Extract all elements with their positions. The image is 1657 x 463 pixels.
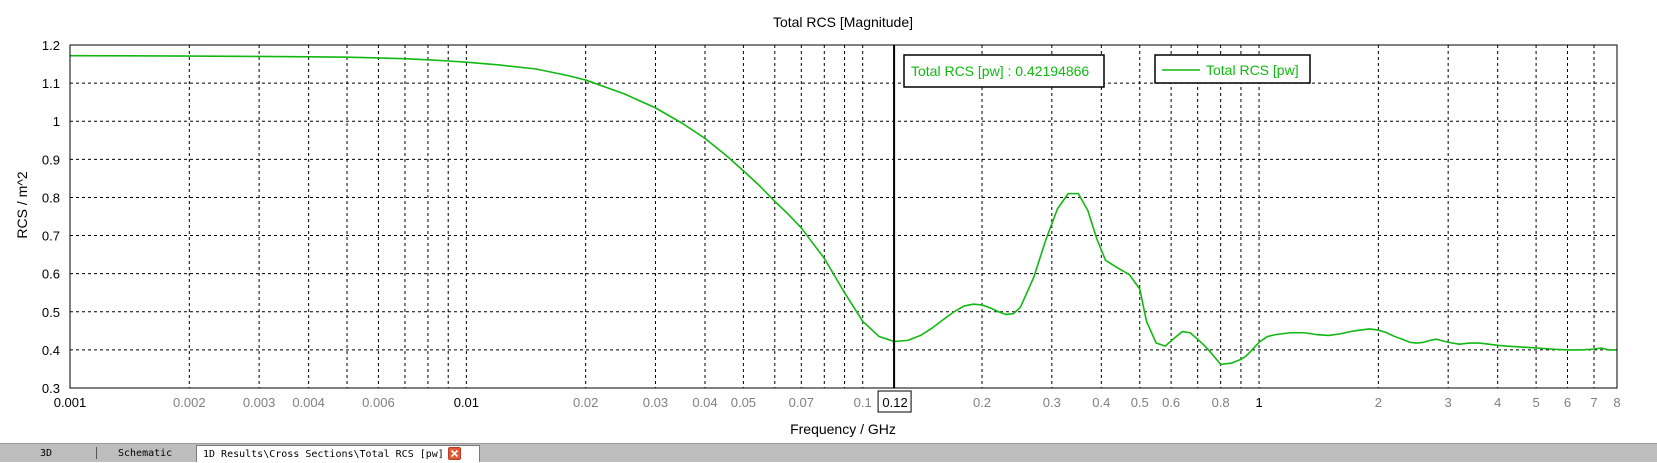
- curve-layer: [69, 54, 1617, 366]
- marker-layer[interactable]: 0.12 Total RCS [pw] : 0.42194866: [877, 45, 1105, 413]
- y-tick-label: 0.9: [42, 152, 60, 167]
- x-tick-label-minor: 0.002: [173, 395, 206, 410]
- x-tick-label-minor: 4: [1494, 395, 1501, 410]
- x-tick-label-minor: 0.003: [243, 395, 276, 410]
- x-tick-label-minor: 0.8: [1212, 395, 1230, 410]
- tab-total-rcs-label: 1D Results\Cross Sections\Total RCS [pw]: [203, 449, 444, 460]
- x-tick-label-minor: 7: [1590, 395, 1597, 410]
- x-tick-label-minor: 0.03: [643, 395, 668, 410]
- y-tick-label: 0.3: [42, 381, 60, 396]
- x-tick-label-major: 0.001: [54, 395, 87, 410]
- x-tick-label-minor: 0.3: [1043, 395, 1061, 410]
- plot-window[interactable]: Total RCS [Magnitude] 0.3 0.4 0.5 0.6 0.7 0.8…: [0, 0, 1657, 443]
- y-tick-label: 0.4: [42, 343, 60, 358]
- x-tick-label-minor: 5: [1532, 395, 1539, 410]
- rcs-chart[interactable]: Total RCS [Magnitude] 0.3 0.4 0.5 0.6 0.7 0.8…: [0, 0, 1657, 443]
- x-tick-label-major: 0.01: [454, 395, 479, 410]
- marker-x-box: [877, 390, 912, 413]
- x-tick-label-minor: 0.004: [292, 395, 325, 410]
- x-tick-label-major: 1: [1255, 395, 1262, 410]
- x-tick-label-minor: 0.2: [973, 395, 991, 410]
- y-axis-title: RCS / m^2: [14, 171, 30, 238]
- x-tick-label-minor: 0.006: [362, 395, 395, 410]
- marker-readout-box: [903, 54, 1105, 88]
- grid: [70, 45, 1617, 388]
- y-tick-label: 1: [53, 114, 60, 129]
- legend-box: [1154, 54, 1311, 84]
- x-tick-label-minor: 6: [1564, 395, 1571, 410]
- close-icon[interactable]: [447, 446, 461, 460]
- tab-schematic[interactable]: Schematic: [112, 445, 178, 462]
- x-tick-label-minor: 2: [1375, 395, 1382, 410]
- x-tick-label-minor: 0.4: [1092, 395, 1110, 410]
- legend[interactable]: Total RCS [pw]: [1154, 54, 1311, 84]
- x-tick-label-minor: 0.07: [789, 395, 814, 410]
- x-tick-label-minor: 0.05: [731, 395, 756, 410]
- series-line-total-rcs: [69, 54, 1617, 366]
- x-tick-label-minor: 0.02: [573, 395, 598, 410]
- x-tick-label-minor: 0.1: [854, 395, 872, 410]
- plot-area: [70, 45, 1617, 388]
- marker-readout: Total RCS [pw] : 0.42194866: [911, 63, 1089, 79]
- y-tick-label: 1.2: [42, 38, 60, 53]
- axes: 0.3 0.4 0.5 0.6 0.7 0.8 0.9 1 1.1 1.2 0.001 0.01 1 0.…: [42, 38, 1621, 410]
- legend-series-label: Total RCS [pw]: [1206, 62, 1299, 78]
- plot-frame: [69, 44, 1618, 389]
- tab-3d-label: 3D: [40, 448, 53, 459]
- tab-3d[interactable]: 3D: [34, 445, 58, 462]
- y-tick-label: 0.8: [42, 190, 60, 205]
- x-tick-label-minor: 0.5: [1131, 395, 1149, 410]
- y-tick-label: 0.7: [42, 229, 60, 244]
- tab-separator: [96, 447, 97, 459]
- x-tick-label-minor: 0.04: [692, 395, 717, 410]
- tab-total-rcs[interactable]: 1D Results\Cross Sections\Total RCS [pw]: [196, 445, 480, 462]
- tab-schematic-label: Schematic: [118, 448, 173, 459]
- x-tick-label-minor: 3: [1445, 395, 1452, 410]
- x-axis-title: Frequency / GHz: [790, 421, 896, 437]
- marker-x-label: 0.12: [882, 395, 907, 410]
- x-tick-label-minor: 8: [1613, 395, 1620, 410]
- y-tick-label: 0.6: [42, 267, 60, 282]
- y-tick-label: 1.1: [42, 76, 60, 91]
- chart-title: Total RCS [Magnitude]: [773, 14, 913, 30]
- x-tick-label-minor: 0.6: [1162, 395, 1180, 410]
- tab-bar: 3D Schematic 1D Results\Cross Sections\T…: [0, 443, 1657, 462]
- y-tick-label: 0.5: [42, 305, 60, 320]
